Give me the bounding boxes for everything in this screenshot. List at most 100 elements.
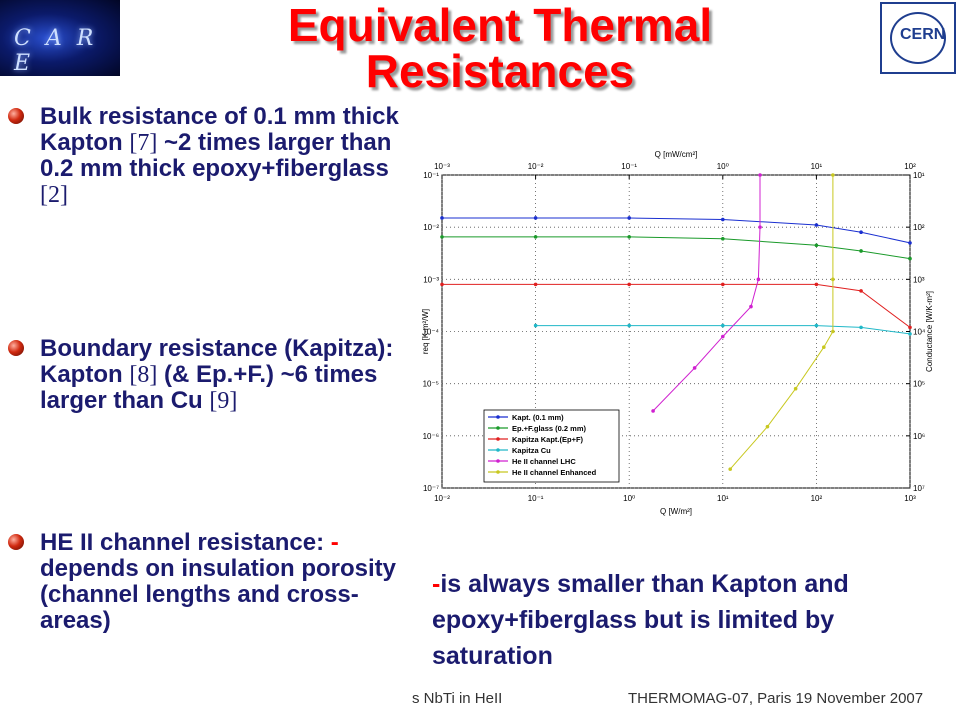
point <box>533 282 538 287</box>
point <box>814 243 819 248</box>
point <box>721 217 725 222</box>
point <box>831 173 835 177</box>
reference: [9] <box>209 388 238 414</box>
cern-logo: CERN <box>880 2 956 74</box>
point <box>822 345 826 350</box>
y-tick-label: 10⁻⁶ <box>423 432 439 441</box>
text: (& Ep.+F.) ~6 times larger than Cu <box>40 361 378 414</box>
y-tick-label: 10⁻¹ <box>423 171 439 180</box>
reference: [7] <box>129 130 158 156</box>
x2-tick-label: 10² <box>904 162 916 171</box>
legend-marker <box>496 415 500 419</box>
title: Equivalent Thermal Resistances <box>287 0 713 97</box>
point <box>440 282 444 287</box>
point <box>728 467 733 471</box>
reference: [2] <box>40 182 68 208</box>
legend-marker <box>496 459 500 463</box>
legend-marker <box>496 470 500 474</box>
point <box>859 230 863 235</box>
x-tick-label: 10⁻¹ <box>528 494 544 503</box>
legend-label: Ep.+F.glass (0.2 mm) <box>512 424 586 433</box>
point <box>814 323 819 328</box>
y-tick-label: 10⁻² <box>423 223 439 232</box>
legend-label: He II channel LHC <box>512 457 576 466</box>
y2-axis-label: Conductance [W/K-m²] <box>925 291 934 372</box>
point <box>721 282 725 287</box>
y2-tick-label: 10³ <box>913 275 925 284</box>
point <box>814 282 819 287</box>
y2-tick-label: 10² <box>913 223 925 232</box>
text: ~2 times larger than 0.2 mm thick epoxy+… <box>40 129 392 182</box>
point <box>627 282 631 287</box>
x2-axis-label: Q [mW/cm²] <box>655 150 698 159</box>
legend-label: Kapitza Cu <box>512 446 551 455</box>
y-tick-label: 10⁻³ <box>423 275 439 284</box>
point <box>831 277 835 282</box>
y-tick-label: 10⁻⁷ <box>423 484 439 493</box>
logo-text: C A R E <box>14 26 98 76</box>
y2-tick-label: 10⁶ <box>913 432 925 441</box>
legend-label: He II channel Enhanced <box>512 468 597 477</box>
y2-tick-label: 10⁵ <box>913 380 925 389</box>
legend-marker <box>496 437 500 441</box>
footer-right: THERMOMAG-07, Paris 19 November 2007 <box>628 690 924 707</box>
point <box>758 225 762 229</box>
legend-label: Kapitza Kapt.(Ep+F) <box>512 435 584 444</box>
point <box>533 216 538 220</box>
x2-tick-label: 10⁻² <box>528 162 544 171</box>
point <box>908 241 912 245</box>
point <box>908 256 912 261</box>
bullet: Boundary resistance (Kapitza): Kapton [8… <box>8 335 412 414</box>
x-axis-label: Q [W/m²] <box>660 507 692 516</box>
legend-box <box>483 409 620 483</box>
legend-marker <box>496 426 500 430</box>
x2-tick-label: 10¹ <box>811 162 823 171</box>
x2-tick-label: 10⁰ <box>717 162 729 171</box>
dash: - <box>432 570 441 598</box>
text: is always smaller than Kapton and epoxy+… <box>432 570 849 670</box>
point <box>749 304 753 309</box>
point <box>908 325 912 330</box>
point <box>859 289 863 293</box>
point <box>533 323 538 328</box>
point <box>627 235 631 239</box>
dash: - <box>330 529 339 556</box>
point <box>440 235 444 239</box>
point <box>793 386 798 391</box>
point <box>440 216 444 220</box>
x-tick-label: 10⁻² <box>434 494 450 503</box>
series-line <box>535 325 911 335</box>
point <box>721 236 725 241</box>
point <box>765 424 770 429</box>
point <box>908 332 912 336</box>
text: Boundary resistance (Kapitza): Kapton <box>40 335 394 388</box>
y-axis-label: req [K-m²/W] <box>421 309 430 354</box>
x-tick-label: 10⁰ <box>623 494 635 503</box>
footer-left: s NbTi in HeII <box>412 690 503 707</box>
x-tick-label: 10² <box>811 494 823 503</box>
care-logo: C A R E <box>0 0 120 76</box>
logo-ring <box>890 12 946 64</box>
point <box>721 323 725 328</box>
point <box>756 277 761 282</box>
reference: [8] <box>129 362 158 388</box>
bullet: Bulk resistance of 0.1 mm thick Kapton [… <box>8 103 412 208</box>
x-tick-label: 10¹ <box>717 494 729 503</box>
y-tick-label: 10⁻⁵ <box>423 380 439 389</box>
x2-tick-label: 10⁻¹ <box>621 162 637 171</box>
point <box>859 325 863 330</box>
y2-tick-label: 10¹ <box>913 171 925 180</box>
text: depends on insulation porosity (channel … <box>40 555 397 634</box>
point <box>721 334 725 339</box>
x2-tick-label: 10⁻³ <box>434 162 450 171</box>
text: Bulk resistance of 0.1 mm thick Kapton <box>40 103 399 156</box>
note: -is always smaller than Kapton and epoxy… <box>432 566 932 674</box>
point <box>692 366 697 370</box>
bullet: HE II channel resistance: -depends on in… <box>8 529 412 634</box>
text: HE II channel resistance: <box>40 529 331 556</box>
point <box>651 409 655 413</box>
point <box>758 173 762 177</box>
logo-text: CERN <box>900 26 946 43</box>
